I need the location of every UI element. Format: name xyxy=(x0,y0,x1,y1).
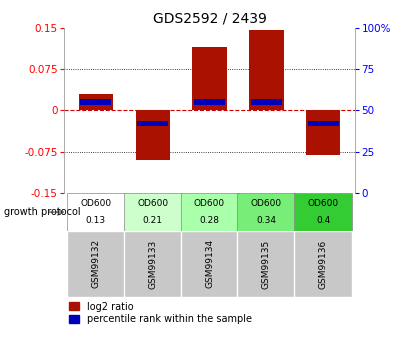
Text: OD600: OD600 xyxy=(194,199,225,208)
Text: GSM99134: GSM99134 xyxy=(205,239,214,288)
Text: 0.13: 0.13 xyxy=(86,216,106,225)
Bar xyxy=(181,231,239,297)
Text: 0.21: 0.21 xyxy=(143,216,163,225)
Bar xyxy=(81,99,111,105)
Bar xyxy=(67,231,125,297)
Bar xyxy=(294,231,352,297)
Bar xyxy=(251,99,282,105)
Text: OD600: OD600 xyxy=(137,199,168,208)
Bar xyxy=(67,193,125,231)
Bar xyxy=(181,193,239,231)
Bar xyxy=(308,121,339,126)
Text: 0.4: 0.4 xyxy=(316,216,330,225)
Bar xyxy=(135,110,170,160)
Bar xyxy=(237,193,295,231)
Bar xyxy=(194,99,225,105)
Title: GDS2592 / 2439: GDS2592 / 2439 xyxy=(153,11,266,25)
Bar xyxy=(137,121,168,126)
Text: GSM99135: GSM99135 xyxy=(262,239,271,288)
Bar xyxy=(249,30,284,110)
Text: OD600: OD600 xyxy=(80,199,111,208)
Text: 0.34: 0.34 xyxy=(256,216,276,225)
Bar xyxy=(79,94,113,110)
Bar xyxy=(124,193,182,231)
Bar xyxy=(193,47,226,110)
Text: GSM99136: GSM99136 xyxy=(319,239,328,288)
Text: OD600: OD600 xyxy=(251,199,282,208)
Text: OD600: OD600 xyxy=(308,199,339,208)
Legend: log2 ratio, percentile rank within the sample: log2 ratio, percentile rank within the s… xyxy=(69,302,252,325)
Bar xyxy=(124,231,182,297)
Text: GSM99132: GSM99132 xyxy=(91,239,100,288)
Text: GSM99133: GSM99133 xyxy=(148,239,157,288)
Bar xyxy=(237,231,295,297)
Text: 0.28: 0.28 xyxy=(199,216,220,225)
Bar xyxy=(294,193,352,231)
Bar xyxy=(306,110,341,155)
Text: growth protocol: growth protocol xyxy=(4,207,81,217)
